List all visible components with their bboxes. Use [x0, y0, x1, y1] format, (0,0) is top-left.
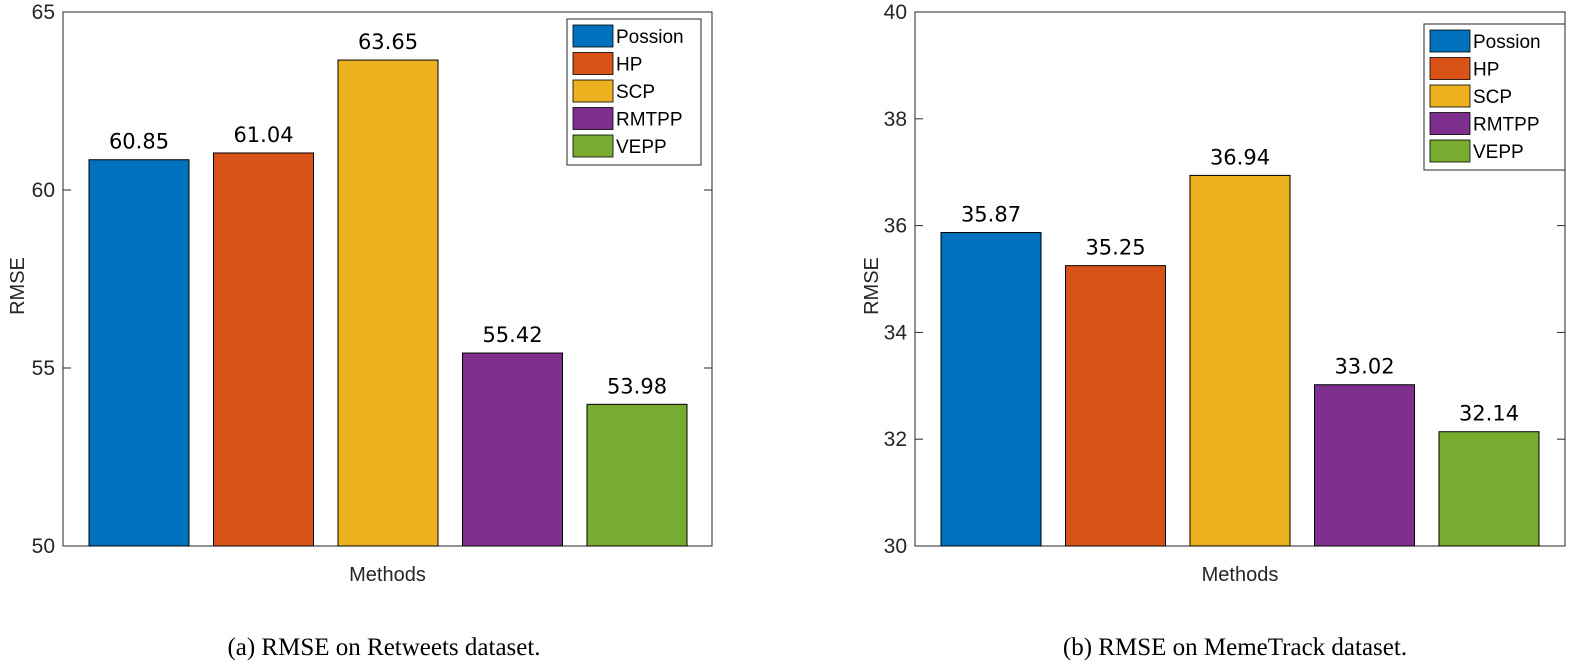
bar-possion [88, 159, 190, 547]
y-tick-label: 34 [884, 321, 908, 344]
legend: Possion HP SCP RMTPP VEPP [566, 18, 702, 166]
bar-possion [940, 232, 1042, 547]
legend-label: RMTPP [616, 110, 683, 131]
chart-a: 50 55 60 65 60.85 61.04 63.65 55.42 53.98 Methods… [7, 1, 713, 661]
y-tick-label: 36 [884, 215, 907, 238]
legend-label: VEPP [1473, 142, 1524, 163]
legend-label: Possion [616, 27, 684, 48]
bar-value-label: 35.87 [961, 203, 1021, 227]
legend-label: Possion [1473, 32, 1541, 53]
bar-value-label: 61.04 [233, 123, 293, 147]
y-tick-label: 30 [884, 535, 907, 558]
bar-value-label: 36.94 [1210, 145, 1270, 169]
legend-swatch-hp [572, 52, 614, 75]
bar-hp [213, 152, 314, 547]
legend-swatch-scp [1429, 84, 1471, 108]
figure-caption: (a) RMSE on Retweets dataset. [227, 634, 540, 661]
y-tick-label: 50 [32, 535, 55, 558]
legend-swatch-vepp [572, 134, 614, 158]
bar-value-label: 53.98 [607, 374, 667, 398]
bar-vepp [1438, 431, 1540, 547]
bar-value-label: 32.14 [1459, 402, 1519, 426]
bar-value-label: 55.42 [482, 323, 542, 347]
legend-label: VEPP [616, 137, 667, 158]
x-axis-label: Methods [349, 564, 426, 586]
legend-swatch-rmtpp [1429, 112, 1471, 135]
y-tick-label: 32 [884, 428, 907, 451]
y-axis-label: RMSE [861, 257, 883, 315]
bar-value-label: 33.02 [1334, 355, 1394, 379]
bar-vepp [586, 403, 688, 547]
y-tick-label: 38 [884, 108, 907, 131]
figure-caption: (b) RMSE on MemeTrack dataset. [1063, 634, 1407, 661]
y-tick-label: 65 [32, 1, 55, 24]
legend: Possion HP SCP RMTPP VEPP [1423, 23, 1566, 171]
bar-scp [337, 59, 439, 547]
bar-value-label: 35.25 [1085, 236, 1145, 260]
chart-b: 30 32 34 36 38 40 35.87 35.25 36.94 33.02 32.14 Met… [861, 1, 1566, 661]
bar-scp [1189, 174, 1291, 547]
y-tick-label: 55 [32, 357, 55, 380]
legend-swatch-rmtpp [572, 107, 614, 130]
bar-rmtpp [1314, 384, 1415, 547]
bar-value-label: 63.65 [358, 30, 418, 54]
legend-label: RMTPP [1473, 115, 1540, 136]
legend-swatch-hp [1429, 57, 1471, 80]
legend-label: HP [616, 55, 642, 76]
legend-label: HP [1473, 60, 1499, 81]
y-tick-label: 40 [884, 1, 907, 24]
legend-swatch-possion [1429, 29, 1471, 53]
legend-label: SCP [1473, 87, 1512, 108]
bar-hp [1065, 265, 1166, 547]
bar-rmtpp [462, 352, 563, 547]
y-tick-label: 60 [32, 179, 55, 202]
y-axis-label: RMSE [7, 257, 29, 315]
legend-swatch-possion [572, 24, 614, 48]
legend-swatch-vepp [1429, 139, 1471, 163]
legend-label: SCP [616, 82, 655, 103]
bar-value-label: 60.85 [109, 130, 169, 154]
legend-swatch-scp [572, 79, 614, 103]
x-axis-label: Methods [1202, 564, 1279, 586]
